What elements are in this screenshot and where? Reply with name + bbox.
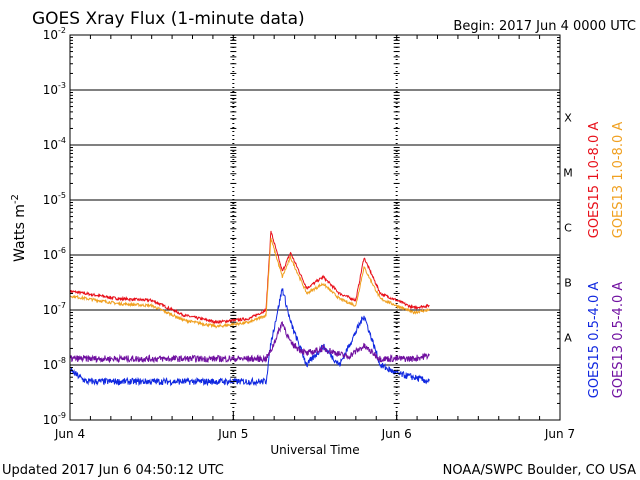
- x-tick-label: Jun 6: [381, 427, 412, 441]
- y-axis-label-text: Watts m: [12, 204, 28, 262]
- chart-legend: GOES15 1.0-8.0 A GOES13 1.0-8.0 A GOES15 0…: [587, 122, 626, 399]
- updated-timestamp: Updated 2017 Jun 6 04:50:12 UTC: [2, 463, 224, 478]
- y-axis-label-group: Watts m-2: [10, 194, 28, 262]
- legend-entry: GOES15 1.0-8.0 A: [587, 122, 602, 239]
- legend-entry: GOES13 1.0-8.0 A: [611, 122, 626, 239]
- y-tick-label-exponent: -5: [58, 191, 66, 200]
- y-tick-label-exponent: -7: [58, 301, 66, 310]
- chart-title: GOES Xray Flux (1-minute data): [32, 9, 305, 29]
- y-tick-label-base: 10: [43, 83, 58, 97]
- y-tick-label-base: 10: [43, 28, 58, 42]
- chart-grid: [70, 35, 560, 420]
- y-tick-label: 10-9: [43, 411, 66, 427]
- y-tick-label-exponent: -2: [58, 26, 66, 35]
- y-axis-label-exponent: -2: [10, 194, 21, 204]
- y-tick-label: 10-6: [43, 246, 66, 262]
- y-tick-label-base: 10: [43, 248, 58, 262]
- y-tick-label: 10-4: [43, 136, 66, 152]
- y-tick-label-base: 10: [43, 138, 58, 152]
- y-tick-label-base: 10: [43, 193, 58, 207]
- y-tick-label: 10-7: [43, 301, 66, 317]
- flare-class-label: C: [564, 222, 572, 235]
- y-tick-label-base: 10: [43, 358, 58, 372]
- x-tick-label: Jun 4: [54, 427, 85, 441]
- y-tick-label: 10-3: [43, 81, 66, 97]
- x-tick-label: Jun 5: [217, 427, 248, 441]
- chart-series: [69, 230, 430, 387]
- series-line: [69, 321, 430, 364]
- plot-background: [70, 35, 560, 420]
- y-tick-label-exponent: -6: [58, 246, 66, 255]
- x-tick-label: Jun 7: [544, 427, 575, 441]
- y-tick-label-base: 10: [43, 413, 58, 427]
- legend-entry: GOES13 0.5-4.0 A: [611, 282, 626, 399]
- y-tick-label-exponent: -3: [58, 81, 66, 90]
- y-tick-label: 10-8: [43, 356, 66, 372]
- series-line: [69, 230, 430, 325]
- flare-class-label: M: [563, 167, 573, 180]
- flare-class-label: B: [564, 277, 572, 290]
- flare-class-label: A: [564, 332, 572, 345]
- legend-entry: GOES15 0.5-4.0 A: [587, 282, 602, 399]
- series-line: [69, 237, 430, 329]
- y-tick-label-base: 10: [43, 303, 58, 317]
- data-credit: NOAA/SWPC Boulder, CO USA: [443, 463, 636, 478]
- x-axis-label: Universal Time: [270, 443, 359, 457]
- series-line: [69, 288, 430, 387]
- flare-class-label: X: [564, 112, 572, 125]
- y-tick-label-exponent: -8: [58, 356, 66, 365]
- y-tick-label: 10-2: [43, 26, 66, 42]
- begin-label: Begin: 2017 Jun 4 0000 UTC: [453, 19, 636, 34]
- y-axis-label: Watts m-2: [10, 194, 28, 262]
- y-tick-label-exponent: -9: [58, 411, 66, 420]
- y-tick-label: 10-5: [43, 191, 66, 207]
- y-tick-label-exponent: -4: [58, 136, 66, 145]
